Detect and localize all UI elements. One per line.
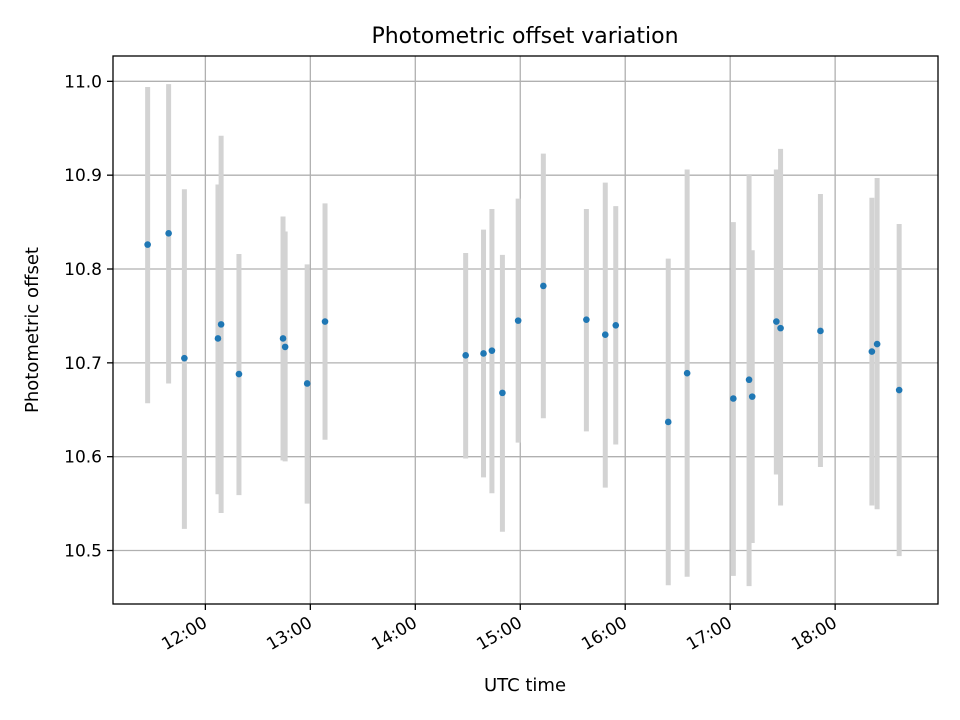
data-point: [601, 331, 609, 338]
data-point: [144, 241, 151, 248]
data-point: [214, 335, 222, 342]
x-axis-label: UTC time: [484, 675, 566, 696]
data-point: [583, 316, 590, 323]
data-point: [480, 350, 487, 357]
data-point: [895, 386, 903, 394]
y-tick-label: 10.7: [64, 354, 102, 374]
data-point: [462, 352, 469, 359]
data-point: [540, 282, 547, 290]
data-point: [868, 348, 876, 355]
data-point: [664, 418, 672, 426]
data-point: [235, 370, 243, 378]
data-point: [745, 376, 753, 384]
data-point: [748, 393, 756, 400]
y-tick-label: 10.6: [64, 448, 102, 468]
data-point: [730, 395, 737, 402]
data-point: [777, 324, 784, 332]
y-axis-label: Photometric offset: [22, 247, 43, 413]
y-tick-label: 11.0: [64, 72, 102, 92]
data-point: [279, 335, 287, 342]
y-tick-label: 10.9: [64, 166, 102, 186]
y-tick-label: 10.5: [64, 542, 102, 562]
point-layer: [144, 230, 903, 426]
y-tick-label: 10.8: [64, 260, 102, 280]
data-point: [499, 389, 506, 397]
data-point: [612, 322, 620, 329]
data-point: [683, 369, 691, 377]
data-point: [817, 327, 824, 335]
data-point: [281, 343, 289, 351]
data-point: [165, 230, 172, 237]
data-point: [488, 347, 496, 354]
data-point: [303, 380, 311, 387]
chart-title: Photometric offset variation: [371, 24, 678, 49]
data-point: [773, 318, 780, 325]
data-point: [217, 321, 225, 328]
data-point: [321, 318, 329, 325]
data-point: [514, 317, 522, 324]
grid-layer: [113, 56, 938, 604]
data-point: [181, 354, 188, 362]
data-point: [873, 340, 881, 348]
plot-frame: [112, 55, 939, 605]
